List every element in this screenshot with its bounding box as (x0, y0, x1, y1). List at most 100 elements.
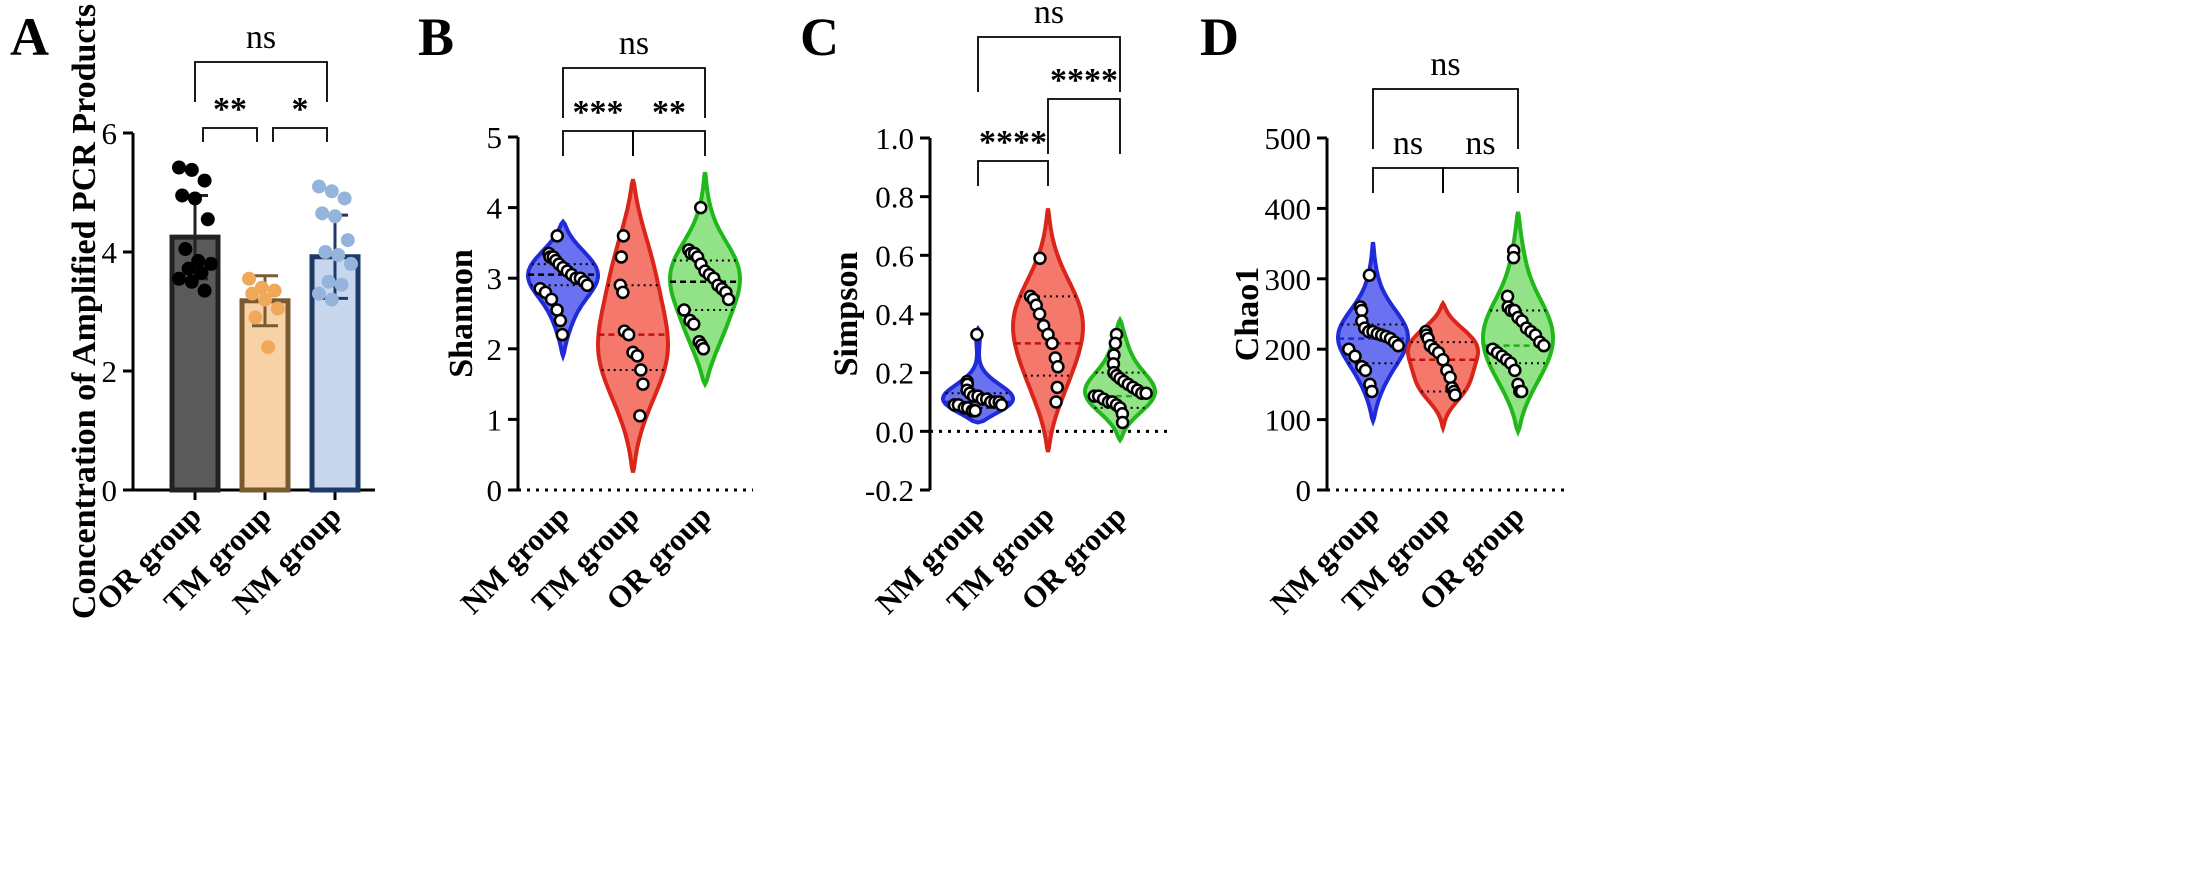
data-point (1443, 370, 1457, 385)
y-tick-label: 200 (1265, 332, 1312, 367)
data-point (315, 206, 330, 221)
y-tick-label: 0.6 (875, 238, 914, 273)
data-point (1365, 384, 1379, 399)
data-point (245, 286, 260, 301)
data-point (197, 283, 212, 298)
panel-label: B (418, 7, 454, 67)
data-point (968, 404, 982, 418)
data-point (994, 398, 1009, 412)
data-point (614, 250, 629, 264)
significance-bracket (632, 130, 706, 156)
y-tick-label: 5 (487, 120, 503, 155)
data-point (616, 229, 631, 243)
significance-bracket (1372, 167, 1444, 193)
data-point (1391, 338, 1405, 353)
data-point (181, 261, 196, 276)
data-point (550, 229, 564, 243)
data-point (1050, 380, 1065, 395)
significance-label: ns (1034, 0, 1064, 31)
data-point (630, 349, 645, 363)
data-point (184, 274, 199, 289)
y-tick-label: 0.2 (875, 356, 914, 391)
bar (239, 298, 291, 493)
y-axis-label: Chao1 (1229, 267, 1266, 361)
data-point (270, 301, 285, 316)
data-point (242, 271, 256, 286)
data-point (544, 292, 559, 307)
y-tick-label: 300 (1265, 262, 1312, 297)
data-point (318, 245, 333, 259)
y-tick-label: 500 (1265, 121, 1312, 156)
y-tick-label: 4 (102, 235, 118, 270)
data-point (636, 377, 650, 391)
data-point (621, 327, 636, 342)
data-point (1033, 251, 1047, 266)
data-point (197, 173, 212, 188)
data-point (1358, 363, 1373, 378)
y-tick-label: 2 (487, 332, 503, 367)
significance-bracket (1047, 98, 1121, 154)
y-axis-label: Concentration of Amplified PCR Products (66, 4, 103, 619)
data-point (194, 265, 209, 280)
data-point (1115, 415, 1130, 430)
data-point (340, 233, 355, 248)
data-point (191, 253, 206, 268)
data-point (1537, 338, 1551, 353)
y-tick-label: 0 (487, 473, 503, 508)
data-point (553, 313, 568, 328)
significance-bracket (977, 36, 1121, 92)
significance-bracket (977, 160, 1049, 186)
data-point (328, 209, 342, 224)
data-point (172, 271, 186, 286)
significance-label: ** (213, 91, 247, 128)
y-tick-label: 0 (102, 473, 118, 508)
data-point (1051, 360, 1065, 374)
data-point (1108, 336, 1123, 351)
y-tick-label: 1.0 (875, 121, 914, 156)
data-point (344, 256, 358, 271)
significance-label: **** (979, 124, 1047, 161)
significance-label: *** (573, 94, 624, 131)
data-point (200, 212, 215, 227)
data-point (616, 285, 630, 300)
significance-label: ** (652, 94, 686, 131)
y-tick-label: 0 (1296, 473, 1312, 508)
data-point (1506, 250, 1521, 265)
data-point (1348, 349, 1362, 363)
data-point (321, 274, 336, 289)
y-tick-label: 0.4 (875, 297, 914, 332)
data-point (312, 286, 326, 301)
y-tick-label: 400 (1265, 191, 1312, 226)
significance-label: ns (1393, 125, 1423, 162)
data-point (1032, 307, 1047, 321)
data-point (970, 327, 984, 342)
data-point (633, 409, 647, 423)
y-tick-label: 0.0 (875, 414, 914, 449)
data-point (1045, 336, 1059, 351)
data-point (204, 256, 218, 271)
significance-label: ns (246, 19, 276, 56)
data-point (172, 160, 186, 175)
data-point (1049, 395, 1063, 409)
y-tick-label: -0.2 (865, 473, 914, 508)
data-point (686, 317, 701, 331)
data-point (1139, 386, 1153, 400)
data-point (1362, 268, 1377, 283)
y-axis-label: Shannon (443, 249, 480, 378)
data-point (267, 283, 282, 298)
violin (595, 178, 671, 473)
significance-label: **** (1050, 62, 1118, 99)
data-point (555, 327, 570, 342)
y-tick-label: 100 (1265, 403, 1312, 438)
data-point (175, 188, 190, 203)
panel-label: A (10, 7, 49, 67)
data-point (334, 277, 349, 292)
y-tick-label: 1 (487, 402, 503, 437)
significance-label: ns (619, 25, 649, 62)
y-tick-label: 3 (487, 261, 503, 296)
data-point (324, 292, 339, 307)
